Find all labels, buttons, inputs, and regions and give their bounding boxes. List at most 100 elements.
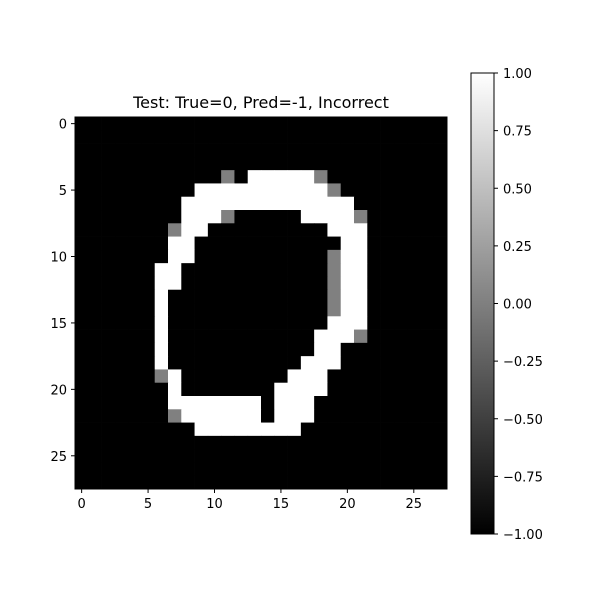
heatmap-cell <box>261 342 275 357</box>
heatmap-cell <box>101 396 116 410</box>
heatmap-cell <box>354 143 368 158</box>
heatmap-cell <box>433 276 448 291</box>
heatmap-cell <box>393 156 408 171</box>
heatmap-cell <box>114 170 129 184</box>
heatmap-cell <box>327 356 342 370</box>
heatmap-cell <box>154 156 169 171</box>
heatmap-cell <box>88 329 102 344</box>
heatmap-cell <box>221 223 235 237</box>
heatmap-cell <box>101 196 116 211</box>
heatmap-cell <box>141 356 156 370</box>
heatmap-cell <box>380 382 395 397</box>
heatmap-cell <box>101 356 116 370</box>
heatmap-cell <box>194 462 209 477</box>
heatmap-cell <box>75 117 89 131</box>
heatmap-cell <box>314 223 328 237</box>
heatmap-cell <box>128 156 142 171</box>
heatmap-cell <box>221 396 235 410</box>
heatmap-cell <box>141 409 156 423</box>
heatmap-cell <box>433 462 448 477</box>
heatmap-cell <box>154 196 169 211</box>
heatmap-cell <box>101 422 116 437</box>
heatmap-cell <box>354 422 368 437</box>
heatmap-cell <box>420 382 435 397</box>
heatmap-cell <box>314 249 328 264</box>
heatmap-cell <box>433 263 448 277</box>
heatmap-cell <box>181 223 195 237</box>
heatmap-cell <box>287 130 302 144</box>
heatmap-cell <box>420 356 435 370</box>
heatmap-cell <box>274 183 288 198</box>
heatmap-cell <box>194 435 209 450</box>
heatmap-cell <box>407 342 421 357</box>
heatmap-cell <box>101 183 116 198</box>
heatmap-cell <box>141 196 156 211</box>
heatmap-cell <box>168 143 182 158</box>
heatmap-cell <box>114 356 129 370</box>
heatmap-cell <box>141 316 156 330</box>
heatmap-cell <box>340 303 355 317</box>
heatmap-cell <box>340 249 355 264</box>
heatmap-cell <box>261 170 275 184</box>
heatmap-cell <box>354 170 368 184</box>
heatmap-cell <box>101 449 116 463</box>
heatmap-cell <box>234 263 249 277</box>
heatmap-cell <box>88 156 102 171</box>
heatmap-cell <box>327 196 342 211</box>
heatmap-cell <box>380 449 395 463</box>
heatmap-cell <box>128 382 142 397</box>
heatmap-cell <box>287 196 302 211</box>
heatmap-cell <box>234 117 249 131</box>
heatmap-cell <box>327 289 342 304</box>
heatmap-cell <box>380 263 395 277</box>
heatmap-cell <box>327 183 342 198</box>
heatmap-cell <box>407 143 421 158</box>
heatmap-cell <box>433 196 448 211</box>
heatmap-cell <box>234 462 249 477</box>
heatmap-cell <box>354 183 368 198</box>
heatmap-cell <box>314 409 328 423</box>
heatmap-cell <box>154 316 169 330</box>
heatmap-cell <box>433 117 448 131</box>
heatmap-cell <box>181 303 195 317</box>
heatmap-cell <box>393 170 408 184</box>
heatmap-cell <box>367 210 381 224</box>
heatmap-cell <box>114 396 129 410</box>
heatmap-cell <box>433 435 448 450</box>
heatmap-cell <box>75 329 89 344</box>
heatmap-cell <box>154 223 169 237</box>
heatmap-cell <box>128 356 142 370</box>
heatmap-cell <box>247 196 262 211</box>
heatmap-cell <box>327 303 342 317</box>
heatmap-cell <box>274 289 288 304</box>
heatmap-cell <box>407 462 421 477</box>
heatmap-cell <box>181 422 195 437</box>
heatmap-cell <box>168 329 182 344</box>
heatmap-cell <box>181 143 195 158</box>
heatmap-cell <box>274 475 288 490</box>
heatmap-cell <box>314 449 328 463</box>
heatmap-cell <box>207 422 222 437</box>
heatmap-cell <box>88 249 102 264</box>
heatmap-cell <box>154 435 169 450</box>
heatmap-cell <box>114 449 129 463</box>
heatmap-cell <box>340 356 355 370</box>
heatmap-cell <box>340 143 355 158</box>
heatmap-cell <box>234 130 249 144</box>
heatmap-cell <box>314 289 328 304</box>
heatmap-cell <box>154 130 169 144</box>
heatmap-cell <box>367 422 381 437</box>
heatmap-cell <box>88 236 102 251</box>
heatmap-cell <box>261 263 275 277</box>
x-tick-label: 0 <box>78 497 86 512</box>
heatmap-image <box>75 117 448 490</box>
heatmap-cell <box>234 156 249 171</box>
heatmap-cell <box>75 143 89 158</box>
heatmap-cell <box>207 276 222 291</box>
heatmap-cell <box>75 303 89 317</box>
heatmap-cell <box>128 342 142 357</box>
heatmap-cell <box>207 303 222 317</box>
heatmap-cell <box>101 435 116 450</box>
heatmap-cell <box>114 369 129 384</box>
colorbar-tick-label: −1.00 <box>503 528 543 543</box>
